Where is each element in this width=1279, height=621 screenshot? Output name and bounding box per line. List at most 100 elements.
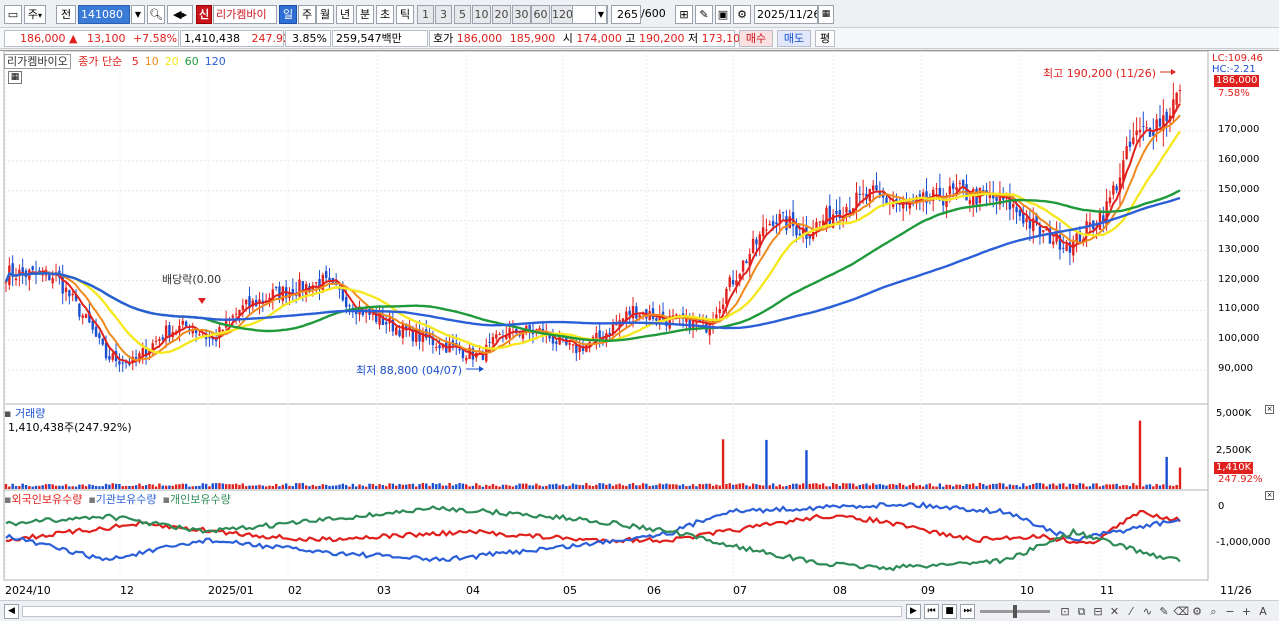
interval-button-30[interactable]: 30 [512, 5, 531, 24]
volume-bar [1135, 485, 1138, 489]
sound-icon[interactable]: ◀▸ [167, 5, 193, 24]
volume-bar [468, 486, 471, 489]
gear-icon[interactable]: ⚙ [733, 5, 751, 24]
ma-line-10 [5, 114, 1181, 362]
interval-button-20[interactable]: 20 [492, 5, 511, 24]
type-select[interactable]: 주▾ [24, 5, 46, 24]
stock-name-field[interactable]: 리가켐바이 [213, 5, 277, 24]
candle-body [1025, 218, 1028, 223]
date-input[interactable]: 2025/11/26 [754, 5, 818, 24]
stop-button[interactable]: ■ [942, 604, 957, 619]
scroll-left-button[interactable]: ◀ [4, 604, 19, 619]
interval-button-5[interactable]: 5 [454, 5, 471, 24]
period-button-4[interactable]: 분 [356, 5, 374, 24]
stock-code-input[interactable]: 141080 [78, 5, 130, 24]
volume-bar [271, 486, 275, 489]
volume-bar [475, 483, 478, 489]
layout-icon[interactable]: ⊟ [1093, 605, 1103, 618]
candle-body [1175, 92, 1178, 105]
window-icon[interactable]: ▭ [4, 5, 22, 24]
chart-scrollbar[interactable]: ◀ ▶ ⏮ ■ ⏭ ⊡ ⧉ ⊟ ✕ ⁄ ∿ ✎ ⌫ ⚙ ⌕ − + A [0, 600, 1279, 621]
volume-bar [695, 486, 698, 489]
period-button-5[interactable]: 초 [376, 5, 394, 24]
flat-button[interactable]: 평 [815, 30, 835, 47]
chart-area[interactable]: 리가켐바이오 종가 단순 5 10 20 60 120 ▦ LC:109.46 HC:-… [0, 50, 1279, 600]
period-button-2[interactable]: 월 [316, 5, 334, 24]
volume-bar [485, 484, 488, 489]
volume-bar [731, 484, 735, 489]
volume-bar [304, 485, 308, 489]
candle-body [184, 321, 188, 327]
prev-button[interactable]: 전 [56, 5, 76, 24]
volume-bar [1142, 486, 1145, 489]
first-page-button[interactable]: ⏮ [924, 604, 939, 619]
line-icon[interactable]: ⁄ [1130, 605, 1132, 618]
candle-body [962, 180, 965, 188]
buy-button[interactable]: 매수 [739, 30, 773, 47]
holdings-close-icon[interactable]: × [1265, 491, 1274, 500]
period-button-1[interactable]: 주 [298, 5, 316, 24]
scroll-right-button[interactable]: ▶ [906, 604, 921, 619]
candle-body [84, 313, 88, 319]
candle-body [595, 332, 598, 341]
zoom-slider-thumb[interactable] [1013, 605, 1017, 618]
candle-body [1035, 215, 1038, 224]
interval-button-120[interactable]: 120 [551, 5, 573, 24]
volume-close-icon[interactable]: × [1265, 405, 1274, 414]
candle-body [521, 333, 525, 339]
volume-bar [228, 484, 231, 489]
erase-icon[interactable]: ⌫ [1173, 605, 1190, 618]
interval-button-1[interactable]: 1 [417, 5, 434, 24]
chart-svg[interactable] [0, 51, 1279, 601]
table-icon[interactable]: ▦ [8, 71, 22, 84]
copy-icon[interactable]: ⧉ [1077, 605, 1086, 618]
candle-body [1115, 186, 1118, 191]
interval-button-3[interactable]: 3 [435, 5, 452, 24]
candle-body [378, 313, 381, 325]
interval-dropdown-icon[interactable]: ▼ [595, 5, 607, 24]
sell-button[interactable]: 매도 [777, 30, 811, 47]
volume-bar [871, 483, 875, 489]
play-button[interactable]: ⏭ [960, 604, 975, 619]
volume-bar [1008, 484, 1012, 489]
volume-bar [761, 485, 765, 489]
interval-button-60[interactable]: 60 [531, 5, 550, 24]
zoom-in-icon[interactable]: + [1241, 605, 1252, 618]
tools-icon[interactable]: ✎ [695, 5, 713, 24]
count-input[interactable]: 265 [611, 5, 641, 24]
font-icon[interactable]: A [1259, 605, 1267, 618]
candle-body [248, 296, 251, 308]
candle-body [395, 327, 398, 335]
search-icon[interactable]: ⌕ [1210, 605, 1217, 618]
search-icon[interactable]: 🔍︎ [147, 5, 165, 24]
candle-type-icon[interactable]: ⊞ [675, 5, 693, 24]
period-button-6[interactable]: 틱 [396, 5, 414, 24]
candle-body [758, 234, 761, 248]
volume-bar [801, 483, 805, 489]
holdings-line-2 [5, 505, 1181, 572]
cross-icon[interactable]: ✕ [1109, 605, 1120, 618]
save-icon[interactable]: ▣ [715, 5, 731, 24]
volume-bar [158, 483, 161, 489]
period-button-0[interactable]: 일 [279, 5, 297, 24]
period-button-3[interactable]: 년 [336, 5, 354, 24]
candle-body [1078, 231, 1082, 244]
ma-legend-10: 10 [144, 55, 159, 68]
draw-icon[interactable]: ✎ [1159, 605, 1169, 618]
calendar-icon[interactable]: ▦ [818, 5, 834, 24]
zoom-out-icon[interactable]: − [1225, 605, 1235, 618]
wave-icon[interactable]: ∿ [1142, 605, 1153, 618]
candle-body [1108, 197, 1112, 204]
candle-body [968, 200, 972, 204]
settings-icon[interactable]: ⚙ [1192, 605, 1202, 618]
candle-body [68, 290, 71, 297]
candle-body [931, 189, 935, 201]
magnify-icon[interactable]: ⊡ [1060, 605, 1070, 618]
interval-button-10[interactable]: 10 [472, 5, 491, 24]
candle-body [1098, 212, 1102, 230]
volume-bar [808, 483, 811, 489]
stock-code-dropdown-icon[interactable]: ▼ [131, 5, 145, 24]
scroll-track[interactable] [22, 606, 902, 617]
candle-body [1118, 177, 1122, 193]
volume-bar [401, 484, 405, 489]
